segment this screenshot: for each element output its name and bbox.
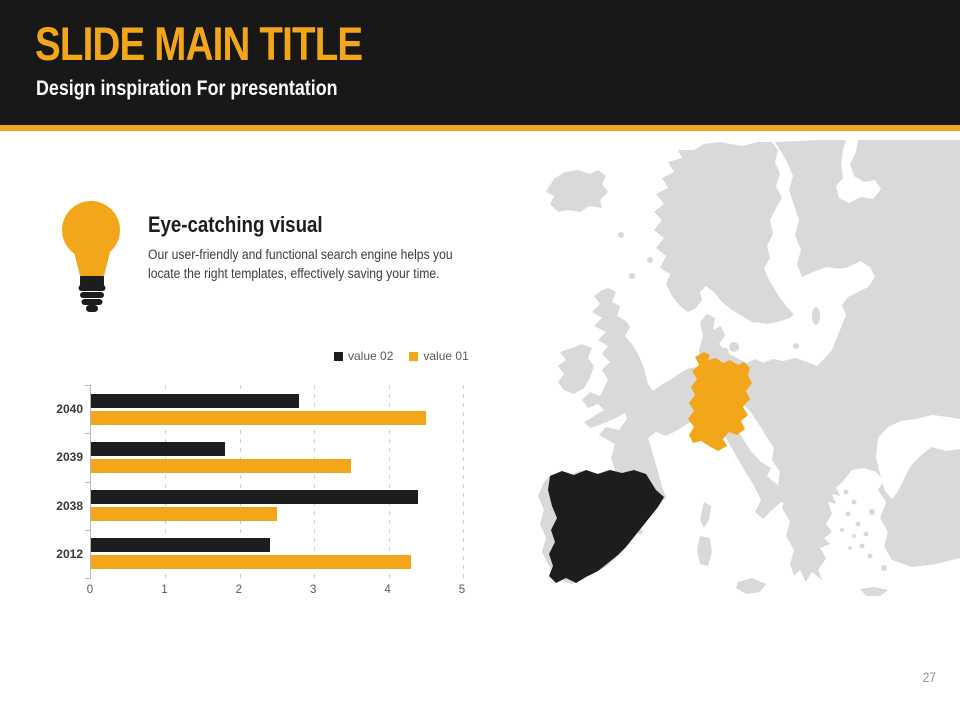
header: SLIDE MAIN TITLE Design inspiration For … (0, 0, 960, 125)
y-axis-tick (85, 578, 91, 579)
map-island-bornholm (793, 343, 799, 349)
bar-group-2040: 2040 (56, 385, 463, 433)
legend-label-value02: value 02 (348, 349, 394, 363)
map-baltic-sea (740, 198, 871, 354)
category-label: 2012 (56, 546, 83, 561)
map-island-faroe (618, 232, 624, 238)
x-axis-tick-label: 3 (309, 584, 317, 596)
slide-subtitle: Design inspiration For presentation (36, 77, 338, 100)
y-axis-tick (85, 481, 91, 483)
map-island-orkney (629, 273, 635, 279)
map-mainland-europe (538, 140, 960, 584)
map-island-sardinia (697, 536, 712, 566)
bar-group-2012: 2012 (56, 530, 463, 578)
slide-title: SLIDE MAIN TITLE (35, 17, 363, 70)
legend-swatch-amber (409, 351, 419, 361)
legend-swatch-dark (334, 351, 343, 361)
map-island-great-britain (582, 288, 654, 428)
bar-group-2038: 2038 (56, 482, 463, 530)
map-white-sea (836, 140, 881, 203)
gridline (463, 385, 464, 578)
map-black-sea (876, 415, 960, 499)
legend-item-value01: value 01 (409, 349, 469, 363)
bar-group-2039: 2039 (56, 433, 463, 481)
map-island-zealand (729, 342, 739, 352)
x-axis-tick-label: 0 (86, 584, 94, 596)
gridline (239, 385, 241, 578)
bar-value-01 (91, 507, 277, 522)
map-island-ireland (558, 344, 594, 394)
bar-value-01 (91, 410, 426, 425)
feature-description-line1: Our user-friendly and functional search … (148, 247, 453, 262)
map-country-germany (688, 352, 752, 451)
europe-map (538, 140, 960, 596)
map-aegean-islands (840, 489, 887, 571)
bar-value-02 (91, 441, 225, 456)
x-axis-tick-label: 4 (384, 584, 391, 596)
map-island-shetland (647, 257, 653, 263)
map-scandinavia (654, 142, 795, 328)
map-island-funen (721, 347, 729, 355)
accent-divider (0, 125, 960, 131)
gridline (314, 385, 316, 578)
category-label: 2039 (56, 450, 83, 465)
bar-value-01 (91, 458, 352, 473)
bar-value-02 (91, 538, 270, 553)
feature-heading: Eye-catching visual (148, 212, 323, 237)
legend-item-value02: value 02 (334, 349, 393, 363)
map-island-iceland (546, 170, 608, 212)
category-label: 2038 (56, 498, 83, 513)
map-island-gotland (812, 307, 820, 325)
lightbulb-icon (62, 201, 120, 312)
chart-legend: value 02 value 01 (334, 349, 469, 363)
gridline (165, 385, 167, 578)
x-axis-labels: 0 1 2 3 4 5 (86, 584, 466, 600)
y-axis-tick (85, 433, 91, 435)
map-island-crete (860, 587, 888, 596)
bar-value-01 (91, 555, 411, 570)
bar-value-02 (91, 393, 300, 408)
bar-value-02 (91, 490, 419, 505)
page-number: 27 (922, 669, 936, 685)
y-axis-tick (85, 529, 91, 531)
map-country-spain (548, 470, 664, 583)
y-axis-tick (85, 385, 91, 386)
x-axis-tick-label: 5 (458, 584, 466, 596)
category-label: 2040 (56, 402, 83, 417)
feature-description-line2: locate the right templates, effectively … (148, 266, 440, 281)
feature-description: Our user-friendly and functional search … (148, 245, 453, 283)
map-island-sicily (736, 578, 766, 594)
legend-label-value01: value 01 (423, 349, 469, 363)
map-island-corsica (700, 502, 711, 528)
x-axis-tick-label: 1 (161, 584, 168, 596)
x-axis-tick-label: 2 (235, 584, 242, 596)
chart-plot: 2040 2039 2038 2012 (56, 385, 464, 579)
gridline (388, 385, 390, 578)
